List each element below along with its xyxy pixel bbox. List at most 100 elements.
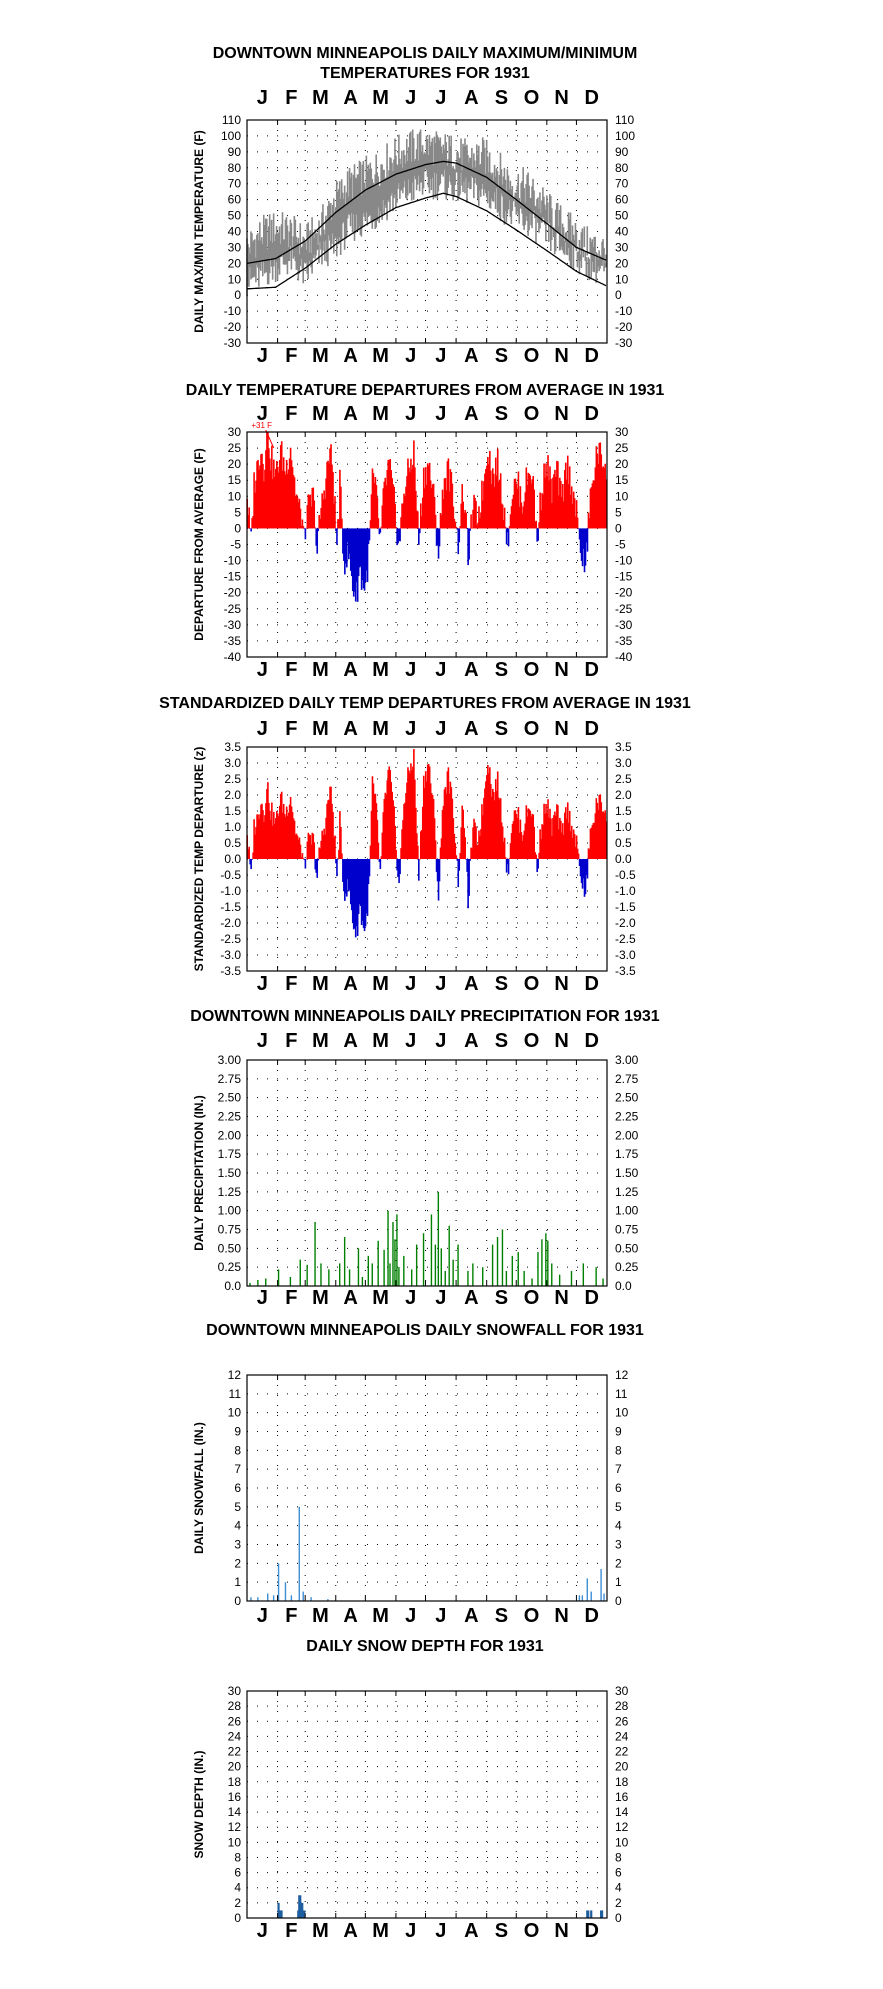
departures-bar [529, 475, 532, 529]
precip-month-label: M [372, 1287, 389, 1309]
departures-bar [446, 461, 449, 529]
standardized-bar [389, 770, 392, 859]
snowfall-bar [327, 1599, 329, 1601]
standardized-bar [462, 809, 464, 859]
departures-bar [249, 528, 251, 529]
standardized-bar [252, 852, 254, 859]
standardized-bar [562, 823, 564, 859]
departures-bar [410, 458, 412, 529]
precip-ytick-left: 1.75 [218, 1147, 242, 1161]
standardized-month-label: F [285, 973, 297, 995]
departures-bar [287, 469, 290, 529]
standardized-bar [272, 825, 274, 859]
standardized-bar [397, 859, 399, 877]
precip-bar [452, 1259, 454, 1286]
departures-bar [458, 528, 461, 543]
standardized-bar [446, 771, 449, 859]
standardized-bar [520, 832, 523, 859]
precip-month-label: A [464, 1287, 478, 1309]
departures-bar [247, 514, 249, 529]
departures-bar [298, 498, 301, 529]
departures-bar [268, 448, 270, 529]
standardized-bar [386, 780, 389, 859]
precip-ytick-left: 2.25 [218, 1110, 242, 1124]
standardized-bar [305, 858, 308, 860]
departures-bar [518, 506, 521, 529]
precip-ylabel: DAILY PRECIPITATION (IN.) [192, 1095, 206, 1251]
departures-bar [386, 469, 389, 529]
departures-month-label: F [285, 659, 297, 681]
departures-bar [256, 461, 258, 529]
standardized-bar [422, 775, 425, 859]
snowfall-month-label: J [405, 1605, 416, 1627]
departures-bar [343, 528, 345, 561]
standardized-bar [550, 818, 552, 859]
standardized-bar [440, 838, 443, 859]
departures-bar [525, 467, 528, 529]
departures-bar [499, 473, 502, 529]
departures-bar [549, 466, 551, 529]
temps-ytick-right: 40 [615, 225, 629, 239]
precip-ytick-left: 2.00 [218, 1128, 242, 1142]
precip-bar [434, 1244, 437, 1286]
standardized-ytick-left: 3.5 [224, 740, 241, 754]
standardized-bar [361, 859, 364, 921]
departures-bar [426, 463, 429, 529]
precip-month-label: S [495, 1030, 508, 1052]
standardized-bar [505, 859, 508, 873]
standardized-ytick-left: -0.5 [220, 868, 241, 882]
standardized-bar [563, 834, 565, 859]
standardized-bar [580, 859, 583, 883]
departures-bar [531, 479, 534, 529]
standardized-month-label: O [524, 718, 540, 740]
departures-bar [491, 484, 493, 529]
departures-bar [578, 528, 581, 540]
departures-bar [262, 463, 264, 529]
departures-bar [310, 506, 313, 529]
departures-bar [545, 463, 547, 529]
standardized-bar [510, 833, 513, 859]
departures-bar [315, 528, 318, 546]
departures-bar [358, 528, 361, 568]
standardized-bar [307, 832, 310, 859]
standardized-bar [461, 805, 464, 859]
precip-ytick-right: 0.25 [615, 1260, 639, 1274]
snowdepth-ytick-right: 12 [615, 1820, 629, 1834]
departures-bar [506, 528, 509, 533]
standardized-bar [592, 822, 595, 859]
precip-ytick-right: 3.00 [615, 1053, 639, 1067]
snowfall-bar [600, 1568, 602, 1601]
standardized-ytick-left: 1.5 [224, 804, 241, 818]
temps-month-label: J [405, 87, 416, 109]
standardized-bar [377, 842, 380, 859]
standardized-bar [513, 810, 516, 859]
departures-bar [512, 494, 515, 529]
standardized-bar [295, 833, 298, 859]
standardized-bar [341, 853, 343, 859]
precip-ytick-right: 1.50 [615, 1166, 639, 1180]
departures-ytick-right: 25 [615, 441, 629, 455]
precip-bar [602, 1278, 604, 1286]
departures-bar [394, 503, 396, 529]
snowfall-ytick-right: 2 [615, 1556, 622, 1570]
precip-month-label: O [524, 1287, 540, 1309]
departures-bar [286, 473, 289, 529]
departures-bar [334, 496, 336, 529]
departures-bar [376, 497, 379, 529]
departures-ytick-right: 10 [615, 489, 629, 503]
standardized-bar [548, 817, 550, 859]
standardized-bar [561, 832, 563, 859]
snowfall-bar [267, 1593, 269, 1601]
departures-bar [601, 467, 604, 529]
departures-bar [502, 520, 505, 529]
departures-bar [592, 480, 595, 529]
standardized-bar [591, 825, 594, 859]
standardized-bar [523, 830, 526, 859]
snowfall-ytick-left: 5 [234, 1500, 241, 1514]
departures-bar [251, 518, 253, 529]
snowdepth-bar [303, 1910, 306, 1918]
departures-bar [272, 479, 274, 529]
standardized-bar [260, 804, 262, 859]
standardized-bar [416, 833, 418, 859]
standardized-bar [445, 793, 448, 859]
